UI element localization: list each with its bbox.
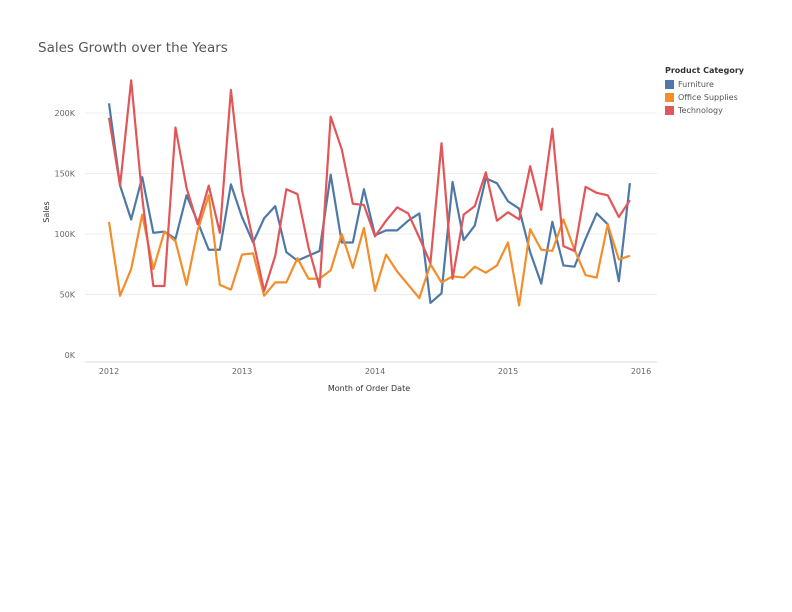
x-tick-label: 2015 (498, 367, 518, 376)
chart-title: Sales Growth over the Years (38, 40, 228, 56)
y-tick-label: 50K (60, 291, 76, 300)
legend-swatch (665, 80, 674, 89)
legend-label: Office Supplies (678, 93, 738, 102)
legend-swatch (665, 106, 674, 115)
series-line-office-supplies (107, 194, 631, 307)
y-axis-title: Sales (42, 201, 51, 222)
y-tick-label: 200K (54, 109, 75, 118)
series-line-technology (107, 79, 631, 292)
legend-swatch (665, 93, 674, 102)
legend-label: Furniture (678, 80, 714, 89)
legend-item[interactable]: Furniture (665, 78, 744, 91)
legend-title: Product Category (665, 66, 744, 75)
legend-item[interactable]: Technology (665, 104, 744, 117)
y-tick-label: 100K (54, 230, 75, 239)
legend-item[interactable]: Office Supplies (665, 91, 744, 104)
x-tick-label: 2012 (99, 367, 119, 376)
x-axis-title: Month of Order Date (328, 384, 410, 393)
legend: Product Category Furniture Office Supplie… (665, 66, 744, 117)
y-tick-label: 150K (54, 170, 75, 179)
x-tick-label: 2014 (365, 367, 385, 376)
legend-label: Technology (678, 106, 723, 115)
x-tick-label: 2013 (232, 367, 252, 376)
y-tick-label: 0K (65, 351, 76, 360)
x-tick-label: 2016 (631, 367, 651, 376)
